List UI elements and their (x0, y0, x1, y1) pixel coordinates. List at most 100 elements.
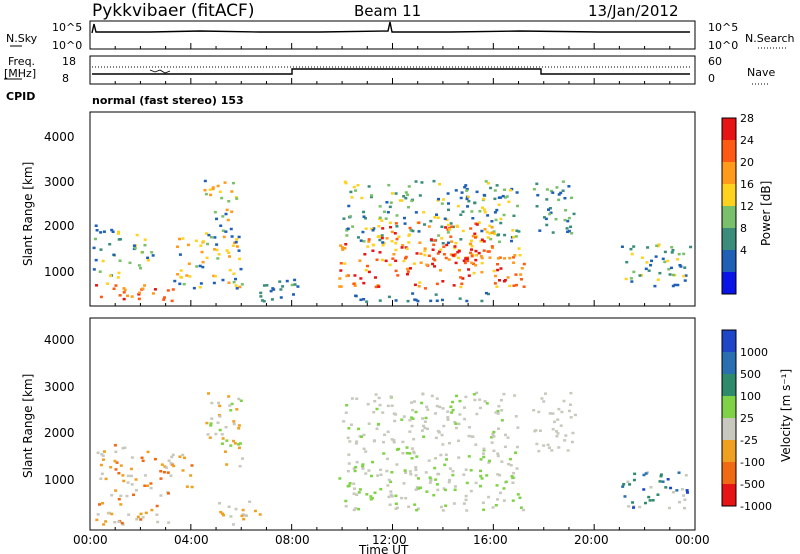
power-cell (515, 229, 519, 233)
velocity-cell (159, 494, 163, 497)
velocity-colorbar-swatch (722, 396, 736, 418)
power-cell (454, 261, 458, 265)
velocity-cell (403, 469, 407, 472)
power-cell (410, 199, 414, 203)
power-cell (365, 264, 369, 268)
power-cell (463, 185, 467, 189)
power-cell (445, 243, 449, 247)
velocity-cell (358, 488, 362, 491)
power-cell (373, 276, 377, 279)
velocity-cell (570, 440, 574, 444)
velocity-cell (390, 404, 394, 408)
velocity-cell (404, 471, 408, 474)
velocity-cell (414, 410, 418, 414)
power-cell (406, 270, 410, 273)
power-colorbar-swatch (722, 272, 736, 294)
power-cell (442, 252, 446, 256)
power-cell (209, 193, 213, 197)
velocity-cell (110, 493, 114, 497)
velocity-cell (633, 472, 637, 476)
power-cell (467, 274, 471, 277)
velocity-cell (434, 436, 438, 440)
power-cell (117, 271, 121, 275)
power-cell (222, 235, 226, 239)
power-cell (207, 233, 211, 237)
power-cell (153, 288, 157, 291)
power-cell (405, 247, 409, 251)
power-cell (470, 210, 474, 213)
power-cell (411, 229, 415, 233)
velocity-cell (355, 460, 359, 464)
velocity-cell (357, 491, 361, 494)
power-cell (561, 189, 565, 193)
power-cell (423, 223, 427, 226)
power-cell (178, 237, 182, 241)
power-cell (265, 284, 269, 287)
power-cell (570, 232, 574, 235)
power-cell (459, 196, 463, 200)
velocity-cell (354, 507, 358, 510)
xtick-16: 16:00 (473, 533, 508, 547)
velocity-cell (139, 518, 143, 521)
power-cell (405, 267, 409, 271)
power-cell (384, 259, 388, 263)
power-cell (519, 278, 523, 281)
power-cell (440, 202, 444, 205)
power-cell (496, 257, 500, 260)
power-cell (632, 245, 636, 248)
power-cell (467, 268, 471, 271)
power-cell (396, 274, 400, 277)
velocity-cell (372, 439, 376, 443)
power-cell (234, 240, 238, 244)
power-cell (493, 274, 497, 278)
power-cell (340, 246, 344, 249)
power-cell (227, 199, 231, 203)
power-cell (235, 238, 239, 241)
power-cell (683, 266, 687, 269)
velocity-cell (392, 438, 396, 442)
freq-tick-top: 18 (62, 55, 76, 68)
power-cell (514, 235, 518, 238)
power-cell (679, 265, 683, 268)
power-cell (522, 285, 526, 288)
power-cell (374, 285, 378, 289)
power-cell (565, 227, 569, 230)
velocity-cell (671, 490, 675, 494)
velocity-cell (482, 447, 486, 451)
velocity-cell (408, 418, 412, 422)
power-cell (483, 228, 487, 231)
power-cell (240, 283, 244, 286)
power-cell (403, 256, 407, 260)
power-cell (116, 276, 120, 279)
power-cell (404, 191, 408, 194)
power-colorbar-swatch (722, 228, 736, 250)
velocity-cell (209, 424, 213, 427)
velocity-cell (414, 468, 418, 472)
velocity-cell (509, 463, 513, 467)
power-cell (469, 242, 473, 245)
power-cell (185, 274, 189, 277)
power-cell (519, 273, 523, 276)
velocity-cell (516, 493, 520, 496)
power-cell (423, 253, 427, 257)
power-cell (367, 270, 371, 274)
velocity-cell (377, 396, 381, 400)
power-cell (645, 261, 649, 264)
velocity-cell (181, 453, 185, 457)
power-cell (671, 248, 675, 252)
beam-title: Beam 11 (354, 2, 421, 20)
velocity-cell (515, 467, 519, 470)
velocity-ytick-4000: 4000 (44, 333, 75, 347)
power-cell (493, 282, 497, 285)
velocity-cell (374, 393, 378, 396)
freq-line (92, 68, 690, 75)
power-cell (499, 267, 503, 270)
power-cell (496, 262, 500, 266)
power-cell (162, 296, 166, 299)
velocity-cell (258, 513, 262, 516)
velocity-cell (434, 412, 438, 415)
power-cell (380, 234, 384, 237)
velocity-cell (685, 489, 689, 492)
power-cell (422, 211, 426, 214)
velocity-cell (632, 478, 636, 482)
